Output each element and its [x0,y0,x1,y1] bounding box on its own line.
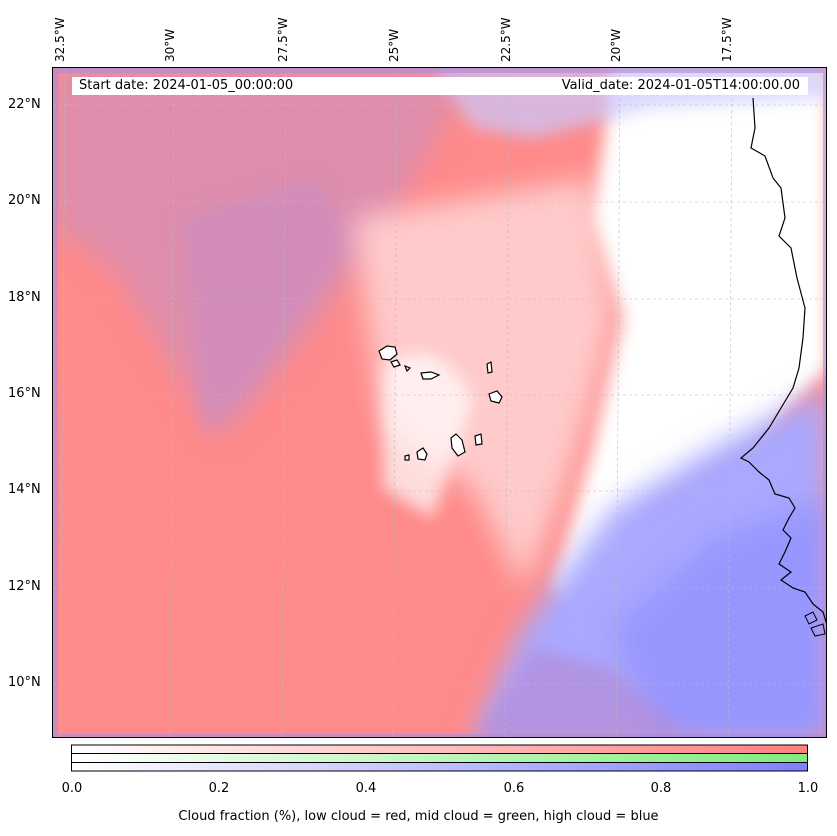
high-cloud-core [613,498,826,737]
lat-label: 10°N [8,675,41,690]
colorbar-tick: 0.6 [503,781,525,796]
colorbar-tick: 0.8 [650,781,672,796]
colorbar-tick: 1.0 [797,781,819,796]
lat-label: 20°N [8,193,41,208]
lat-label: 22°N [8,97,41,112]
coastal-island [804,611,818,625]
coastline [739,97,826,624]
clear-sky-region [553,68,826,628]
colorbar-tick: 0.0 [61,781,83,796]
mixed-cloud-band [183,178,353,438]
lon-label: 27.5°W [276,17,290,62]
lat-label: 12°N [8,579,41,594]
coastal-island [810,623,826,637]
cape-verde-islands [378,345,503,461]
colorbar-tick: 0.2 [208,781,230,796]
clear-streak [383,353,473,518]
thin-cloud-region [353,178,613,588]
date-info-bar: Start date: 2024-01-05_00:00:00 Valid_da… [72,77,808,95]
colorbar-tick: 0.4 [355,781,377,796]
lon-label: 25°W [387,28,401,62]
lon-label: 20°W [609,28,623,62]
start-date: Start date: 2024-01-05_00:00:00 [79,78,294,93]
colorbar-mid-cloud [71,753,808,763]
lon-label: 30°W [163,28,177,62]
lat-label: 18°N [8,290,41,305]
colorbar-low-cloud [71,744,808,754]
lat-label: 14°N [8,482,41,497]
colorbar-label: Cloud fraction (%), low cloud = red, mid… [178,809,659,824]
lon-label: 22.5°W [499,17,513,62]
gridlines [53,68,826,737]
colorbar [71,744,808,772]
lon-label: 32.5°W [53,17,67,62]
cloud-fraction-map[interactable] [52,67,827,738]
colorbar-high-cloud [71,762,808,772]
mixed-cloud-south [474,648,691,737]
lon-label: 17.5°W [720,17,734,62]
lat-label: 16°N [8,386,41,401]
valid-date: Valid_date: 2024-01-05T14:00:00.00 [561,78,800,93]
map-canvas [53,68,826,737]
